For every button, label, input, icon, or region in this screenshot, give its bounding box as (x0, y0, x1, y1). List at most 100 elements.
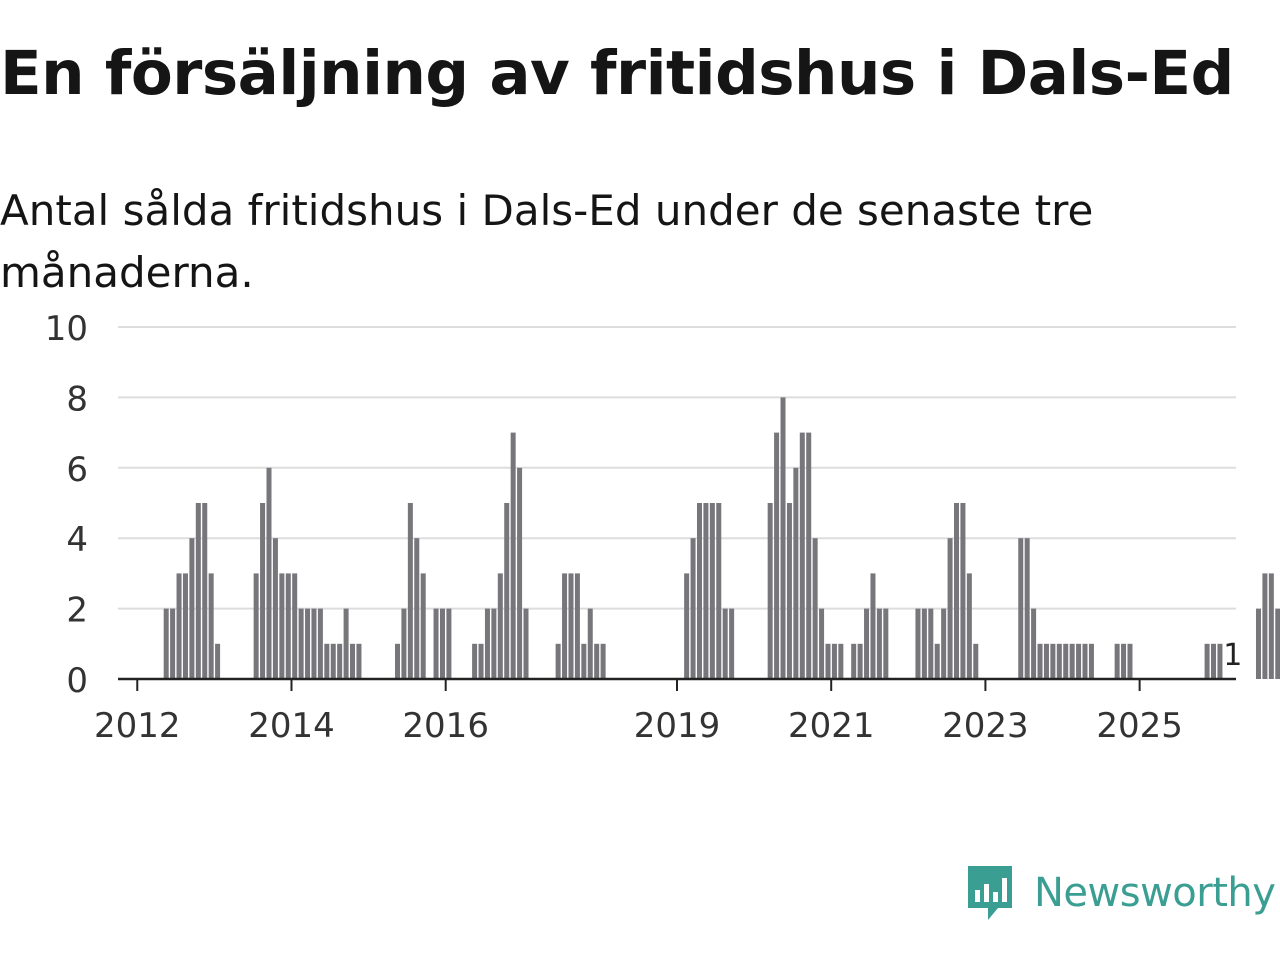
x-tick-label: 2023 (942, 706, 1029, 746)
bar (523, 608, 529, 679)
bar (562, 573, 568, 679)
bar (446, 608, 452, 679)
x-tick-label: 2012 (94, 706, 181, 746)
bar (292, 573, 298, 679)
bar (934, 643, 940, 679)
x-tick-label: 2021 (788, 706, 875, 746)
bar (806, 432, 812, 679)
bar (1037, 643, 1043, 679)
bar (774, 432, 780, 679)
x-tick-label: 2016 (402, 706, 489, 746)
y-tick-label: 6 (66, 450, 88, 490)
bar (208, 573, 214, 679)
bar (684, 573, 690, 679)
bar (831, 643, 837, 679)
bar (960, 503, 966, 679)
x-tick-label: 2014 (248, 706, 335, 746)
bar (170, 608, 176, 679)
bar (1262, 573, 1268, 679)
bar (189, 538, 195, 679)
bar (1114, 643, 1120, 679)
bar (729, 608, 735, 679)
bar (780, 397, 786, 679)
bar (266, 467, 272, 679)
bar (195, 503, 201, 679)
bar (202, 503, 208, 679)
bar (568, 573, 574, 679)
bar (439, 608, 445, 679)
y-tick-label: 4 (66, 520, 88, 560)
bar (819, 608, 825, 679)
bar (883, 608, 889, 679)
bar (1217, 643, 1223, 679)
bar (1204, 643, 1210, 679)
bar (587, 608, 593, 679)
bar (317, 608, 323, 679)
bar (799, 432, 805, 679)
bar (504, 503, 510, 679)
bar (324, 643, 330, 679)
bar (285, 573, 291, 679)
bar (182, 573, 188, 679)
bar (973, 643, 979, 679)
bar (311, 608, 317, 679)
x-tick-label: 2025 (1096, 706, 1183, 746)
bar (497, 573, 503, 679)
bar (215, 643, 221, 679)
bar (350, 643, 356, 679)
bar (163, 608, 169, 679)
bar (716, 503, 722, 679)
bar (722, 608, 728, 679)
bar (420, 573, 426, 679)
bar (472, 643, 478, 679)
bar (574, 573, 580, 679)
bar (279, 573, 285, 679)
bar-value-label: 1 (1223, 638, 1242, 673)
y-tick-label: 10 (45, 309, 88, 349)
newsworthy-logo: Newsworthy (964, 862, 1276, 924)
bar (1121, 643, 1127, 679)
bar (1211, 643, 1217, 679)
chart-title: En försäljning av fritidshus i Dals-Ed (0, 38, 1234, 109)
bar (1088, 643, 1094, 679)
bar (600, 643, 606, 679)
bar (857, 643, 863, 679)
bar (767, 503, 773, 679)
bar (1275, 608, 1280, 679)
bar (517, 467, 523, 679)
bar (298, 608, 304, 679)
bar (401, 608, 407, 679)
bar (394, 643, 401, 679)
bar (870, 573, 876, 679)
bar (1076, 643, 1082, 679)
bar (1127, 643, 1133, 679)
bar (703, 503, 709, 679)
bar (825, 643, 831, 679)
bar (696, 503, 702, 679)
bar (337, 643, 343, 679)
bar (709, 503, 715, 679)
y-tick-label: 2 (66, 591, 88, 631)
bar (1056, 643, 1062, 679)
y-tick-label: 8 (66, 379, 88, 419)
bar (305, 608, 311, 679)
bar (1024, 538, 1030, 679)
y-tick-label: 0 (66, 661, 88, 701)
bar (838, 643, 844, 679)
bar (555, 643, 561, 679)
bar (947, 538, 953, 679)
bar (921, 608, 927, 679)
bar (581, 643, 587, 679)
newsworthy-wordmark: Newsworthy (1034, 870, 1276, 916)
bar (478, 643, 484, 679)
bar (786, 503, 792, 679)
bar (491, 608, 497, 679)
bar (1069, 643, 1075, 679)
bar (484, 608, 490, 679)
bar (793, 467, 799, 679)
bar (176, 573, 182, 679)
bar (812, 538, 818, 679)
bar (966, 573, 972, 679)
bar (864, 608, 870, 679)
bar (876, 608, 882, 679)
